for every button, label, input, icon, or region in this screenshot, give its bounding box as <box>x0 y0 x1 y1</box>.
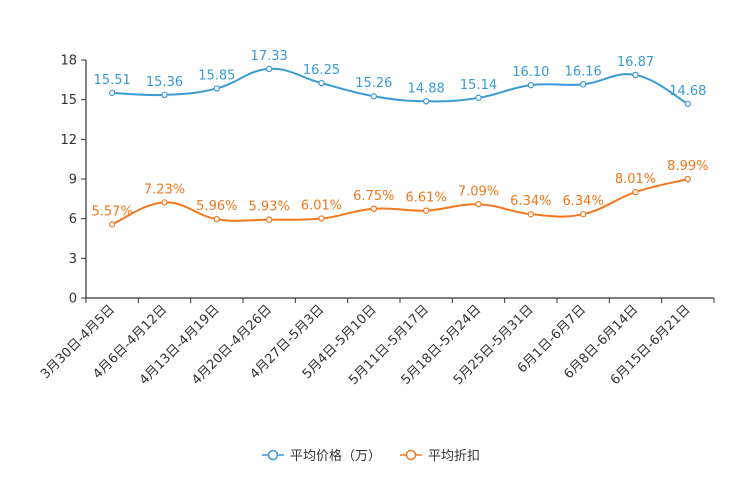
data-point[interactable] <box>108 89 116 97</box>
data-point[interactable] <box>213 85 221 92</box>
data-point[interactable] <box>161 199 168 206</box>
series-line-0 <box>112 67 689 105</box>
data-label: 7.23% <box>144 182 185 197</box>
legend-label: 平均折扣 <box>428 449 480 464</box>
data-label: 16.10 <box>512 65 549 80</box>
data-point[interactable] <box>265 65 273 73</box>
data-point[interactable] <box>475 94 482 102</box>
data-label: 6.75% <box>353 189 394 204</box>
legend-label: 平均价格（万） <box>290 448 381 464</box>
data-point[interactable] <box>265 216 273 223</box>
series-layer <box>108 65 692 228</box>
data-label: 15.36 <box>146 75 183 90</box>
data-point[interactable] <box>318 215 325 222</box>
data-label: 5.57% <box>92 204 133 219</box>
x-axis: 3月30日-4月5日4月6日-4月12日4月13日-4月19日4月20日-4月2… <box>38 297 715 388</box>
data-label: 8.01% <box>615 172 656 187</box>
y-tick-label: 18 <box>60 54 77 69</box>
legend-item-0[interactable]: 平均价格（万） <box>262 448 381 464</box>
y-axis: 0 3 6 9 12 15 18 <box>60 54 87 307</box>
data-point[interactable] <box>370 205 378 212</box>
data-point[interactable] <box>632 71 639 79</box>
data-point[interactable] <box>632 188 639 196</box>
data-point[interactable] <box>422 98 430 105</box>
y-tick-label: 3 <box>69 252 77 267</box>
legend-marker-icon <box>267 449 279 461</box>
data-point[interactable] <box>213 215 221 223</box>
data-label: 6.01% <box>301 199 342 214</box>
data-label: 16.87 <box>617 55 654 70</box>
y-tick-label: 0 <box>69 292 77 307</box>
data-label: 14.68 <box>669 84 706 99</box>
data-label: 15.51 <box>94 73 131 88</box>
y-tick-label: 15 <box>60 93 77 108</box>
data-point[interactable] <box>527 210 535 218</box>
y-tick-label: 12 <box>60 133 77 148</box>
data-point[interactable] <box>370 93 378 100</box>
data-label: 16.16 <box>565 64 602 79</box>
data-point[interactable] <box>527 81 535 89</box>
data-point[interactable] <box>684 175 692 183</box>
data-point[interactable] <box>318 79 325 87</box>
data-label: 15.26 <box>355 76 392 91</box>
legend-marker-icon <box>405 449 417 461</box>
data-point[interactable] <box>108 221 116 228</box>
y-tick-label: 9 <box>69 173 77 188</box>
data-label: 14.88 <box>408 81 445 96</box>
data-label: 5.93% <box>249 200 290 215</box>
data-label: 16.25 <box>303 63 340 78</box>
data-label: 7.09% <box>458 184 499 199</box>
data-point[interactable] <box>579 210 587 218</box>
data-point[interactable] <box>422 207 430 214</box>
legend[interactable]: 平均价格（万） 平均折扣 <box>262 448 480 464</box>
data-label: 15.14 <box>460 78 497 93</box>
data-label: 5.96% <box>196 199 237 214</box>
data-label: 6.34% <box>510 194 551 209</box>
legend-item-1[interactable]: 平均折扣 <box>400 449 480 464</box>
series-line-1 <box>111 178 689 226</box>
data-label-layer: 15.51 15.36 15.85 17.33 16.25 15.26 14.88 15.14… <box>92 49 709 219</box>
y-tick-label: 6 <box>69 212 77 227</box>
data-point[interactable] <box>684 100 692 108</box>
data-label: 15.85 <box>198 68 235 83</box>
data-label: 17.33 <box>251 49 288 64</box>
data-label: 6.34% <box>563 194 604 209</box>
data-point[interactable] <box>161 91 168 99</box>
data-point[interactable] <box>579 81 587 88</box>
data-point[interactable] <box>475 201 482 208</box>
data-label: 6.61% <box>406 191 447 206</box>
data-label: 8.99% <box>667 159 708 174</box>
